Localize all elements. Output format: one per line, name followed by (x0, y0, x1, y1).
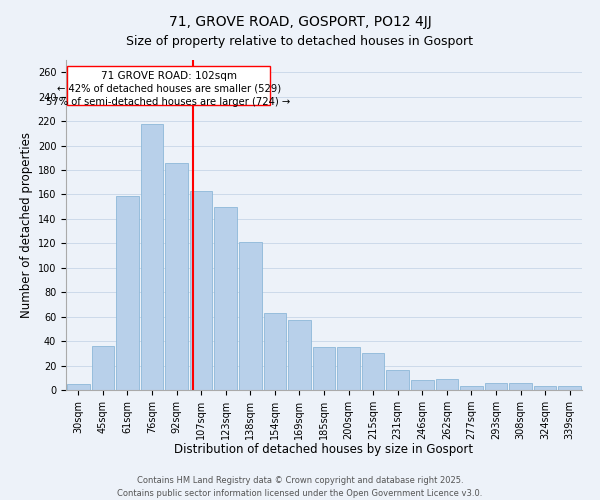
Bar (337, 347, 360, 390)
Bar (460, 386, 483, 390)
Text: Size of property relative to detached houses in Gosport: Size of property relative to detached ho… (127, 35, 473, 48)
Bar (313, 347, 335, 390)
X-axis label: Distribution of detached houses by size in Gosport: Distribution of detached houses by size … (175, 444, 473, 456)
Bar (239, 242, 262, 390)
Bar (116, 196, 139, 390)
Bar (165, 162, 188, 390)
Bar (534, 386, 556, 390)
Bar (67, 384, 89, 390)
Bar (190, 191, 212, 390)
Bar (288, 320, 311, 390)
Text: 57% of semi-detached houses are larger (724) →: 57% of semi-detached houses are larger (… (46, 96, 291, 106)
Bar (263, 313, 286, 390)
Bar (92, 346, 114, 390)
Bar (140, 124, 163, 390)
Bar (411, 380, 434, 390)
Text: ← 42% of detached houses are smaller (529): ← 42% of detached houses are smaller (52… (56, 84, 281, 94)
Bar (214, 206, 237, 390)
Bar (436, 379, 458, 390)
Bar (386, 370, 409, 390)
Text: 71, GROVE ROAD, GOSPORT, PO12 4JJ: 71, GROVE ROAD, GOSPORT, PO12 4JJ (169, 15, 431, 29)
Y-axis label: Number of detached properties: Number of detached properties (20, 132, 34, 318)
Text: Contains HM Land Registry data © Crown copyright and database right 2025.
Contai: Contains HM Land Registry data © Crown c… (118, 476, 482, 498)
Text: 71 GROVE ROAD: 102sqm: 71 GROVE ROAD: 102sqm (101, 71, 236, 81)
Bar (559, 386, 581, 390)
Bar (362, 354, 385, 390)
FancyBboxPatch shape (67, 66, 270, 105)
Bar (485, 382, 508, 390)
Bar (509, 382, 532, 390)
